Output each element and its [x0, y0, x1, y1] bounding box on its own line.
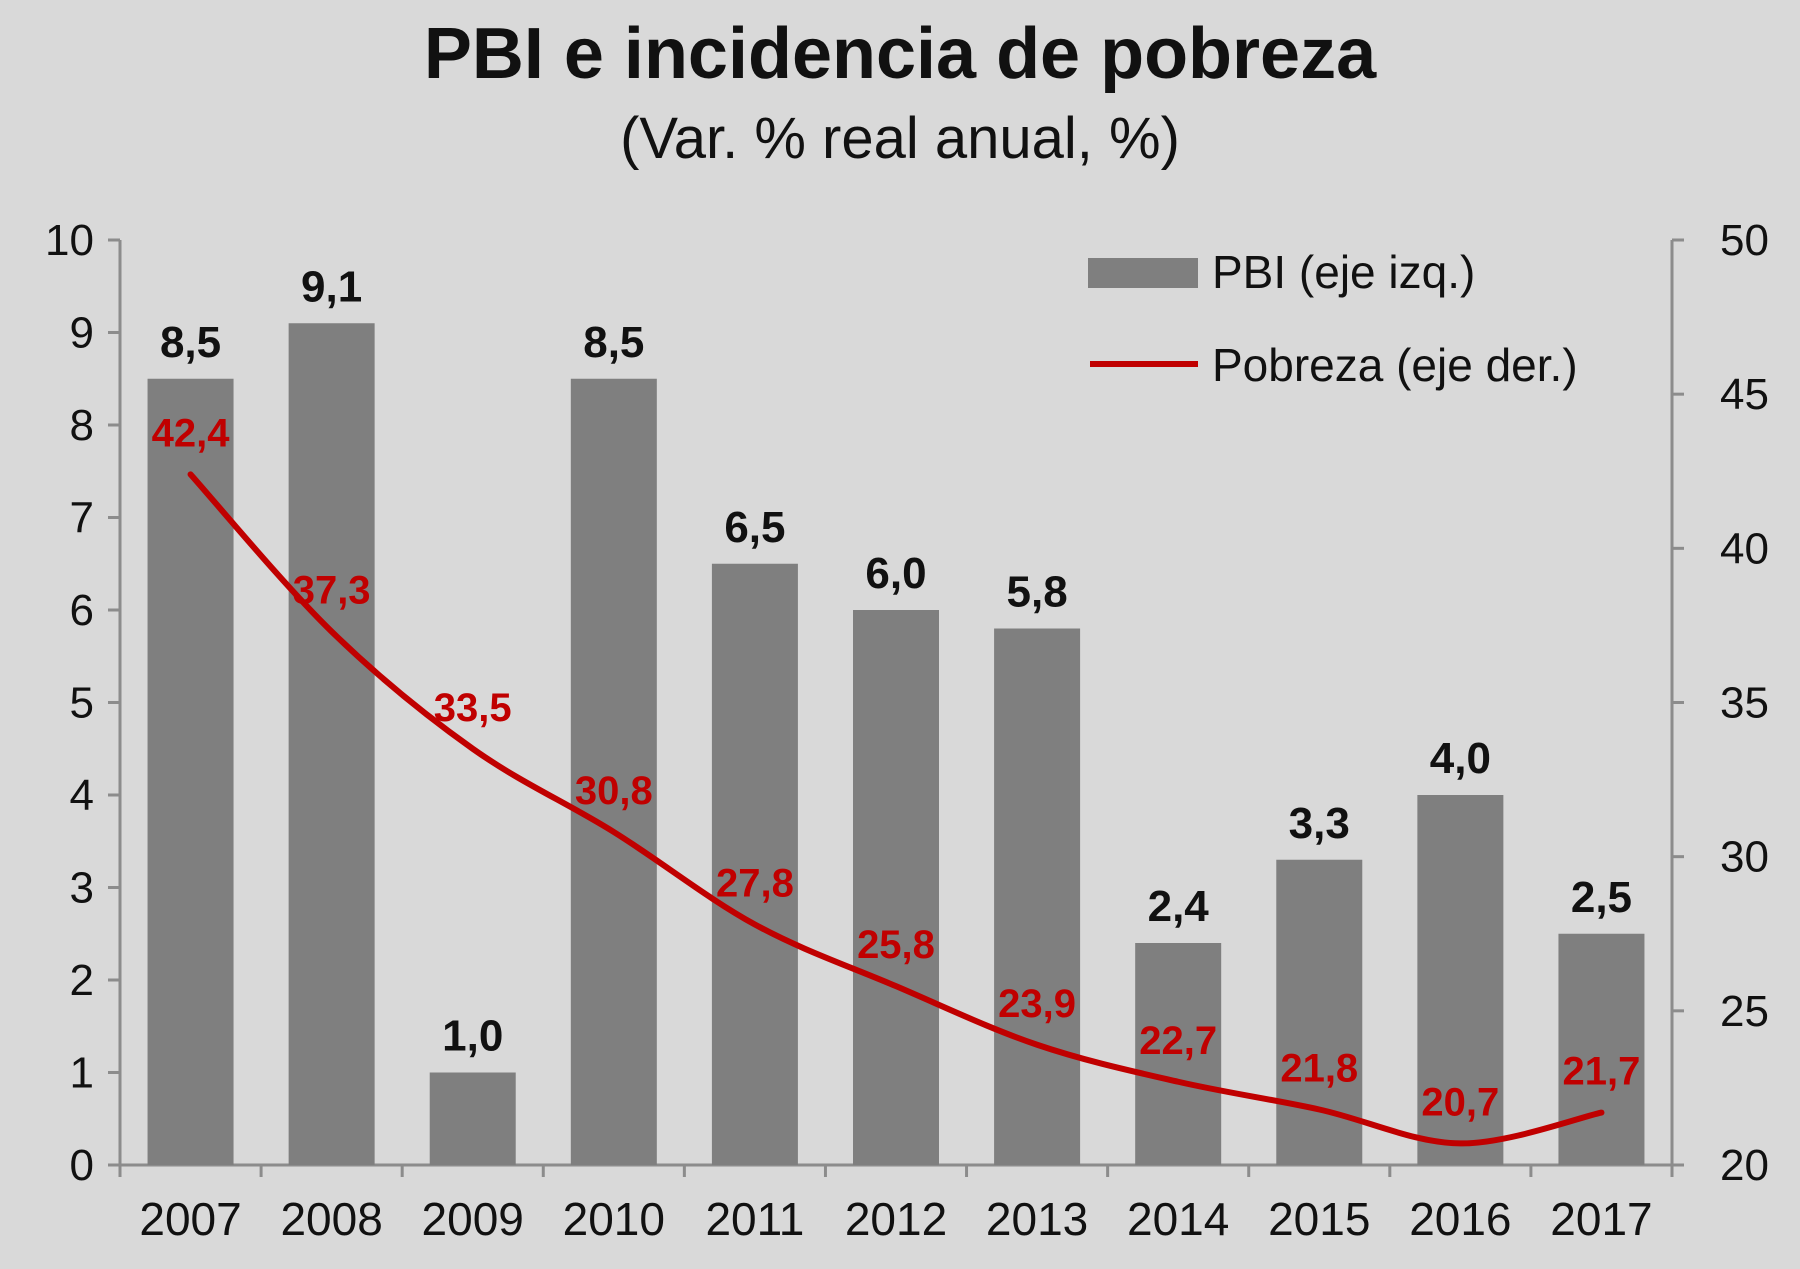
- x-axis-tick-label: 2015: [1268, 1193, 1370, 1245]
- x-axis-tick-label: 2008: [280, 1193, 382, 1245]
- right-axis-tick-label: 45: [1720, 370, 1769, 419]
- bar-pbi: [288, 323, 375, 1165]
- chart-title: PBI e incidencia de pobreza: [424, 14, 1377, 94]
- bar-label-pbi: 2,5: [1571, 873, 1632, 922]
- line-label-pobreza: 33,5: [434, 686, 512, 730]
- line-label-pobreza: 30,8: [575, 769, 653, 813]
- line-label-pobreza: 21,8: [1280, 1047, 1358, 1091]
- line-label-pobreza: 22,7: [1139, 1019, 1217, 1063]
- line-point-pobreza: [1459, 1142, 1462, 1145]
- line-point-pobreza: [1036, 1043, 1039, 1046]
- left-axis-tick-label: 2: [70, 956, 94, 1005]
- bar-label-pbi: 8,5: [583, 318, 644, 367]
- left-axis-tick-label: 0: [70, 1141, 94, 1190]
- chart-subtitle: (Var. % real anual, %): [620, 106, 1180, 171]
- x-axis-tick-label: 2010: [563, 1193, 665, 1245]
- legend-label-pobreza: Pobreza (eje der.): [1212, 339, 1578, 391]
- bar-pbi: [1558, 933, 1645, 1165]
- bar-label-pbi: 6,5: [724, 503, 785, 552]
- bar-pbi: [994, 628, 1081, 1165]
- bar-label-pbi: 6,0: [865, 549, 926, 598]
- x-axis-tick-label: 2007: [139, 1193, 241, 1245]
- line-point-pobreza: [1318, 1108, 1321, 1111]
- legend-swatch-pbi: [1088, 258, 1198, 288]
- bar-label-pbi: 1,0: [442, 1012, 503, 1061]
- bar-pbi: [1135, 943, 1222, 1165]
- poverty-line-group: [187, 471, 1605, 1147]
- line-point-pobreza: [1600, 1111, 1603, 1114]
- bar-pbi: [570, 378, 657, 1165]
- left-axis-tick-label: 4: [70, 771, 94, 820]
- left-axis-tick-label: 6: [70, 586, 94, 635]
- legend-label-pbi: PBI (eje izq.): [1212, 246, 1475, 298]
- right-axis-tick-label: 50: [1720, 216, 1769, 265]
- bar-label-pbi: 9,1: [301, 262, 362, 311]
- bar-pbi: [853, 610, 939, 1165]
- right-axis-tick-label: 20: [1720, 1141, 1769, 1190]
- line-point-pobreza: [1177, 1080, 1180, 1083]
- x-axis-tick-label: 2014: [1127, 1193, 1229, 1245]
- bars: [147, 323, 1645, 1165]
- bar-label-pbi: 2,4: [1148, 882, 1210, 931]
- bar-label-pbi: 8,5: [160, 318, 221, 367]
- bar-pbi: [1417, 795, 1504, 1165]
- line-point-pobreza: [330, 630, 333, 633]
- line-point-pobreza: [895, 985, 897, 988]
- x-axis-tick-label: 2012: [845, 1193, 947, 1245]
- bar-pbi: [711, 563, 798, 1165]
- poverty-line: [187, 471, 1605, 1147]
- line-label-pobreza: 37,3: [293, 569, 371, 613]
- left-axis-tick-label: 7: [70, 494, 94, 543]
- left-axis-tick-label: 9: [70, 309, 94, 358]
- bar-label-pbi: 5,8: [1007, 568, 1068, 617]
- left-axis-tick-label: 5: [70, 679, 94, 728]
- line-label-pobreza: 23,9: [998, 982, 1076, 1026]
- right-axis-tick-label: 40: [1720, 524, 1769, 573]
- left-axis-tick-label: 10: [45, 216, 94, 265]
- line-label-pobreza: 25,8: [857, 923, 935, 967]
- line-point-pobreza: [612, 831, 615, 833]
- line-label-pobreza: 27,8: [716, 862, 794, 906]
- data-labels: 8,5 9,1 1,0 8,5 6,5 6,0 5,8 2,4 3,3 4,0 2,5 42,4 37,…: [152, 262, 1641, 1124]
- bar-label-pbi: 3,3: [1289, 799, 1350, 848]
- legend: PBI (eje izq.) Pobreza (eje der.): [1088, 246, 1578, 391]
- x-axis-tick-label: 2016: [1409, 1193, 1511, 1245]
- x-axis-tick-label: 2009: [422, 1193, 524, 1245]
- right-axis-tick-label: 35: [1720, 679, 1769, 728]
- x-axis-tick-label: 2011: [705, 1193, 804, 1245]
- line-label-pobreza: 21,7: [1563, 1050, 1641, 1094]
- line-point-pobreza: [471, 747, 474, 750]
- bar-pbi: [429, 1072, 516, 1165]
- left-axis-tick-label: 1: [70, 1049, 94, 1098]
- line-label-pobreza: 42,4: [152, 411, 231, 455]
- bar-label-pbi: 4,0: [1430, 734, 1491, 783]
- right-axis-tick-label: 25: [1720, 987, 1769, 1036]
- x-axis-tick-label: 2013: [986, 1193, 1088, 1245]
- line-point-pobreza: [753, 923, 756, 926]
- line-label-pobreza: 20,7: [1421, 1080, 1499, 1124]
- x-axis-tick-label: 2017: [1550, 1193, 1652, 1245]
- bar-pbi: [147, 378, 234, 1165]
- line-point-pobreza: [189, 473, 192, 476]
- left-axis-tick-label: 3: [70, 864, 94, 913]
- right-axis-tick-label: 30: [1720, 833, 1769, 882]
- left-axis-tick-label: 8: [70, 401, 94, 450]
